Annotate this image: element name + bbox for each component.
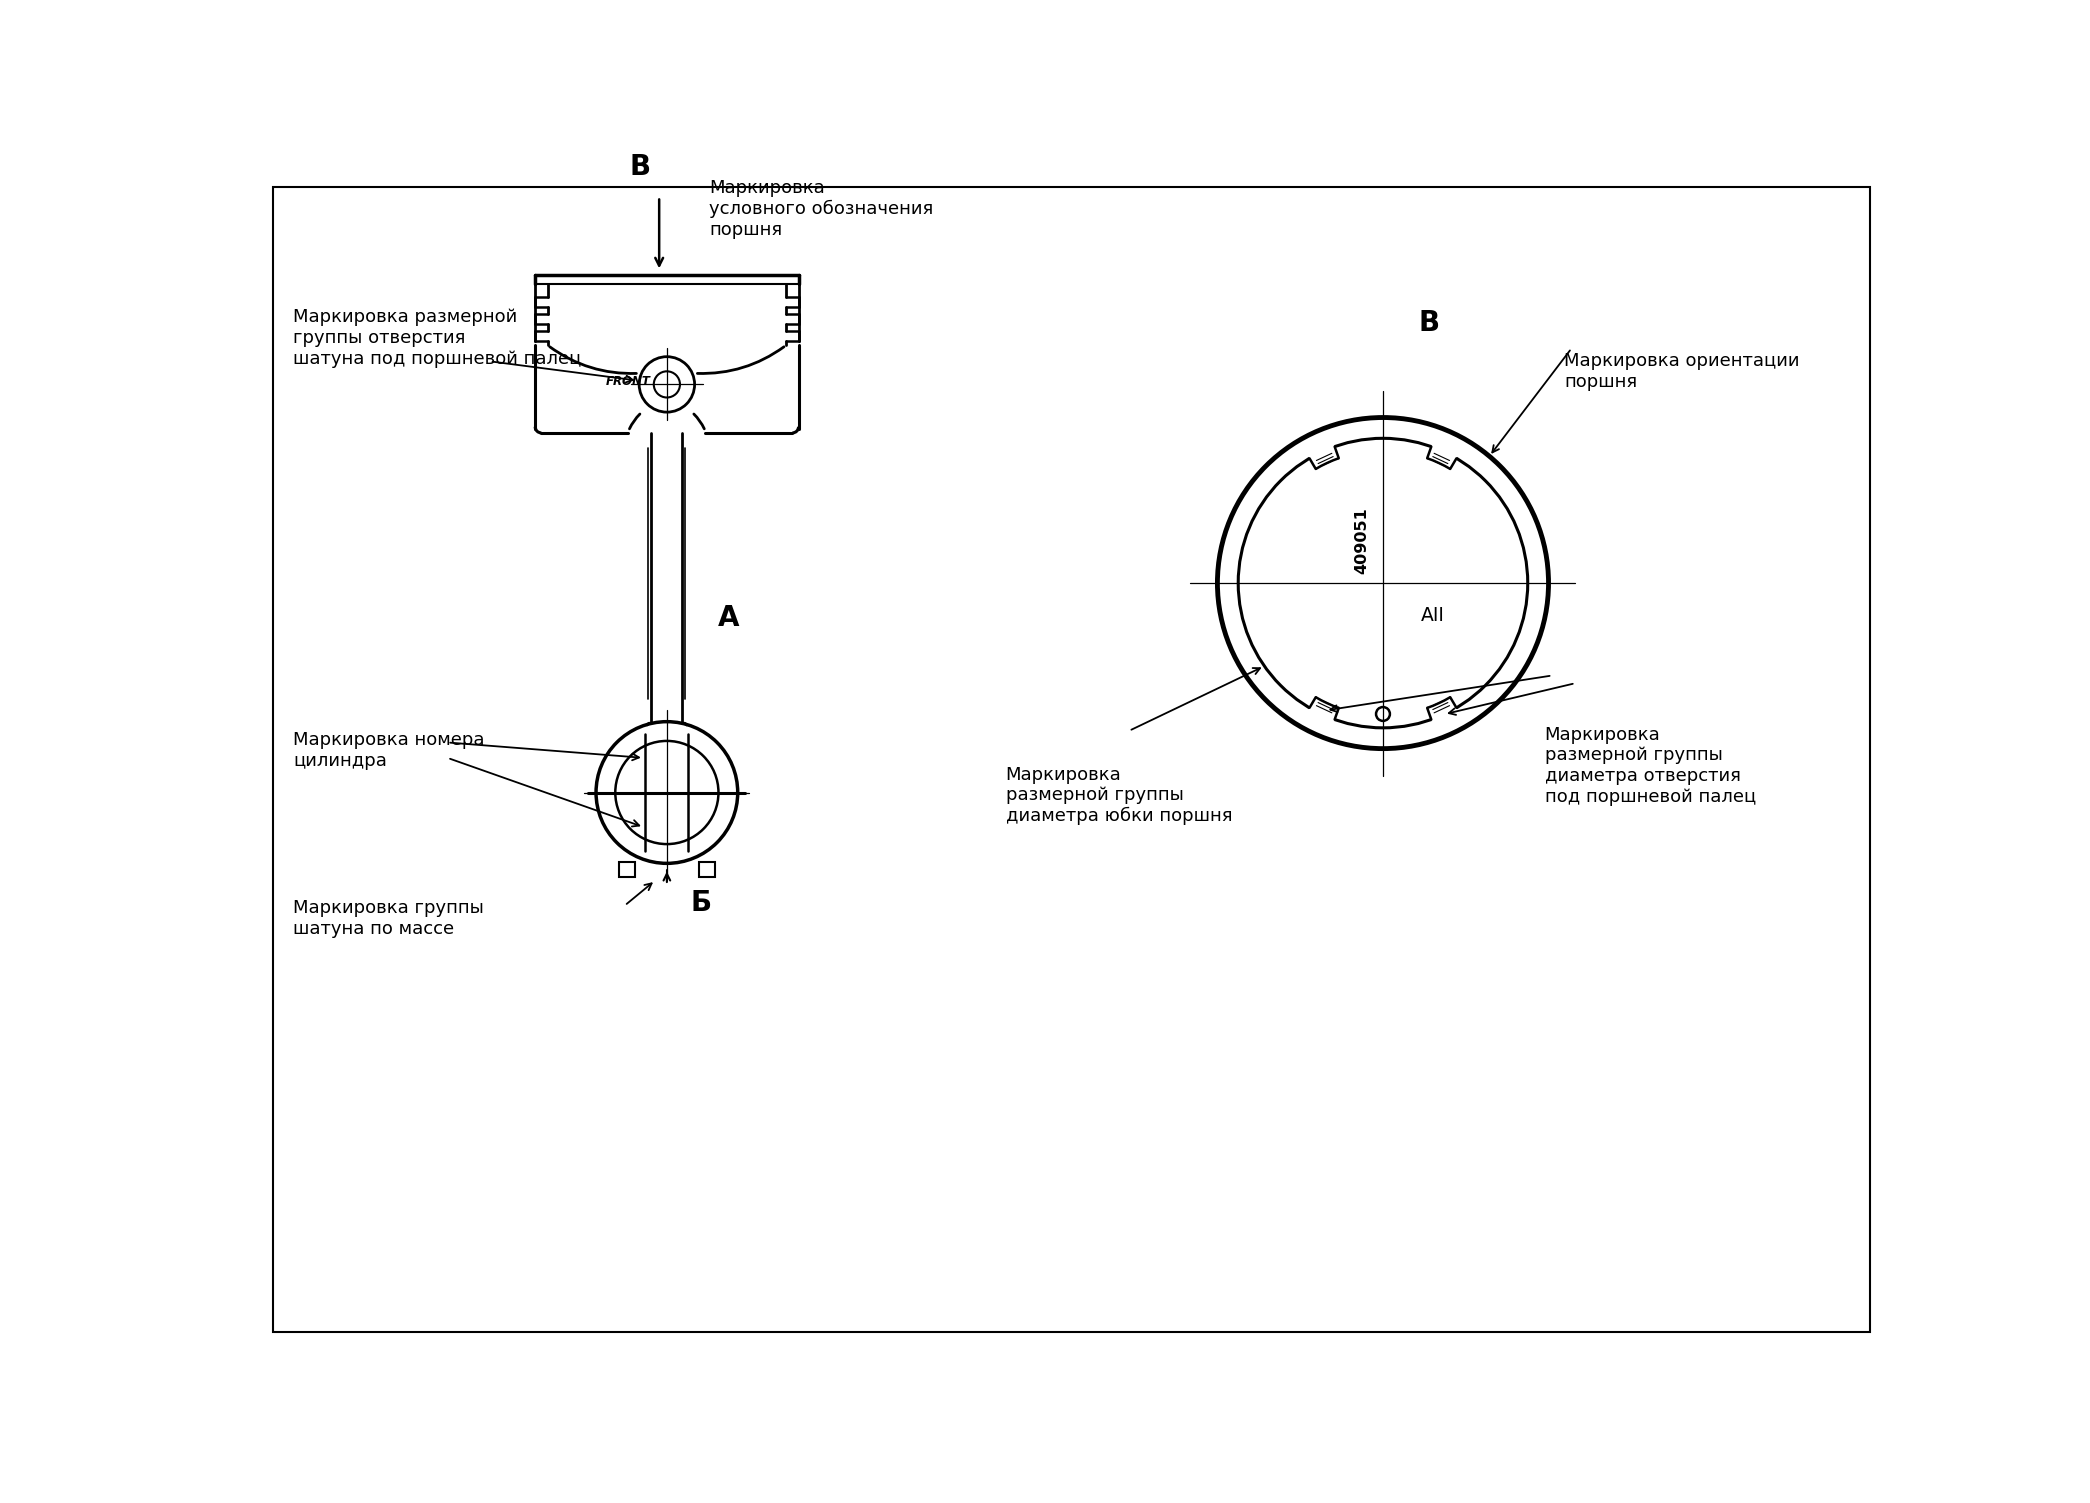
Text: Б: Б bbox=[692, 890, 713, 917]
Text: Маркировка размерной
группы отверстия
шатуна под поршневой палец: Маркировка размерной группы отверстия ша… bbox=[293, 308, 581, 368]
Text: А: А bbox=[717, 604, 740, 631]
Bar bbox=[619, 861, 635, 878]
Text: Маркировка ориентации
поршня: Маркировка ориентации поршня bbox=[1563, 352, 1799, 391]
Text: В: В bbox=[1419, 308, 1440, 337]
Text: 409051: 409051 bbox=[1354, 508, 1369, 574]
Text: В: В bbox=[629, 153, 650, 182]
Text: Маркировка номера
цилиндра: Маркировка номера цилиндра bbox=[293, 730, 485, 770]
Text: Маркировка
условного обозначения
поршня: Маркировка условного обозначения поршня bbox=[709, 179, 934, 239]
Text: Маркировка
размерной группы
диаметра юбки поршня: Маркировка размерной группы диаметра юбк… bbox=[1005, 765, 1233, 825]
Bar bbox=[700, 861, 715, 878]
Text: Маркировка
размерной группы
диаметра отверстия
под поршневой палец: Маркировка размерной группы диаметра отв… bbox=[1545, 726, 1756, 806]
Text: АII: АII bbox=[1421, 606, 1444, 625]
Text: Маркировка группы
шатуна по массе: Маркировка группы шатуна по массе bbox=[293, 899, 485, 938]
Text: FRONT: FRONT bbox=[606, 374, 650, 388]
